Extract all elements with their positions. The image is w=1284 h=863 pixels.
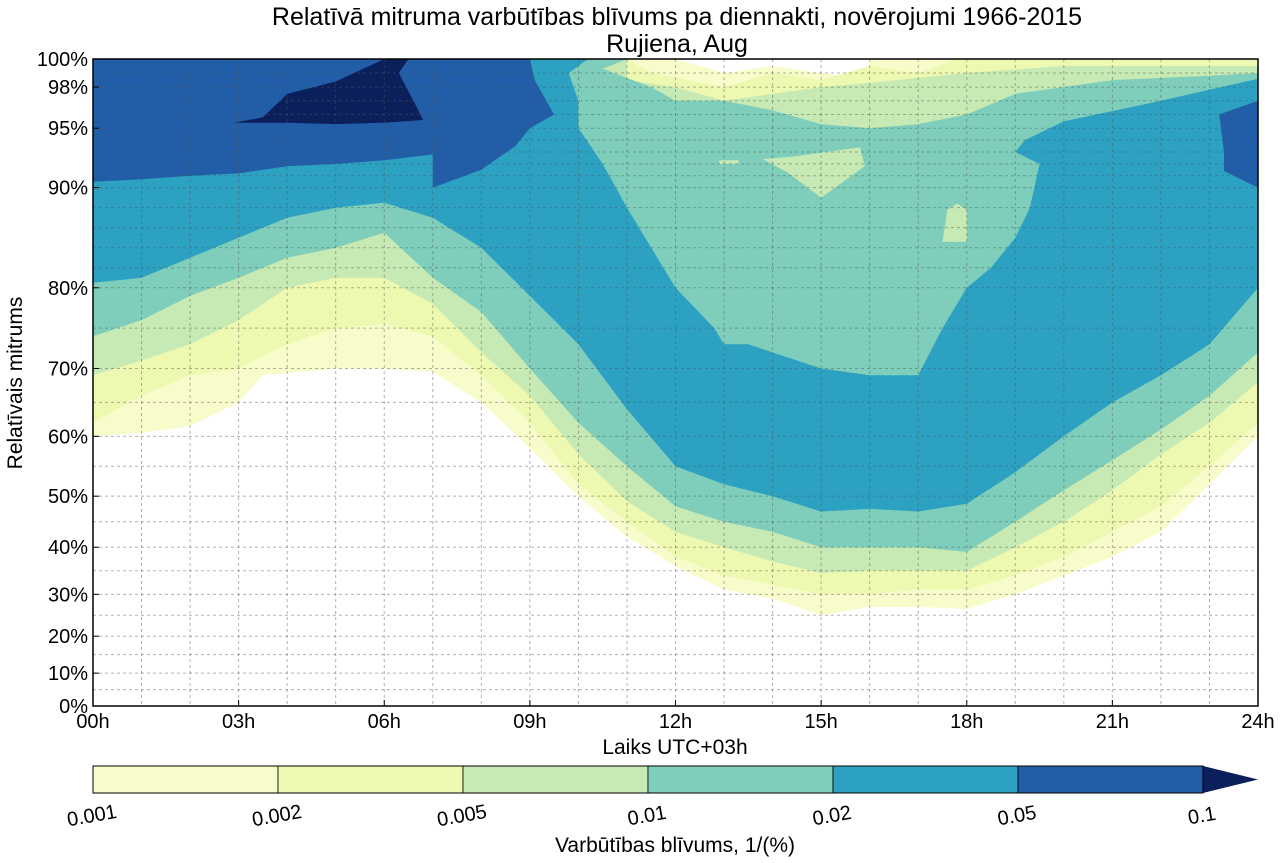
y-tick-label: 10%: [48, 663, 88, 685]
contour-region-level-2: [719, 160, 739, 164]
colorbar-tick-label: 0.1: [1186, 803, 1217, 829]
colorbar-tick-label: 0.001: [65, 801, 118, 831]
colorbar-label: Varbūtības blīvums, 1/(%): [555, 834, 795, 857]
x-axis-label: Laiks UTC+03h: [602, 736, 747, 759]
colorbar-tick-labels: 0.001 0.002 0.005 0.01 0.02 0.05 0.1: [65, 801, 1217, 831]
colorbar-tick-label: 0.05: [996, 802, 1038, 830]
y-tick-label: 70%: [48, 359, 88, 381]
x-tick-labels: 00h 03h 06h 09h 12h 15h 18h 21h 24h: [76, 700, 1275, 733]
x-tick-label: 15h: [804, 711, 837, 733]
x-tick-label: 18h: [950, 711, 983, 733]
x-tick-label: 03h: [222, 711, 255, 733]
y-tick-label: 30%: [48, 584, 88, 606]
y-tick-label: 60%: [48, 426, 88, 448]
chart-subtitle: Rujiena, Aug: [606, 30, 748, 58]
x-tick-label: 06h: [368, 711, 401, 733]
contour-region-level-5: [93, 59, 239, 108]
y-tick-label: 95%: [48, 118, 88, 140]
colorbar-segment: [92, 765, 279, 794]
x-tick-label: 12h: [659, 711, 692, 733]
colorbar-tick-label: 0.005: [435, 801, 488, 831]
grid-lines: [93, 59, 1258, 706]
y-tick-labels: 0% 10% 20% 30% 40% 50% 60% 70% 80% 90% 95% 98% 100%: [37, 49, 99, 718]
colorbar-frame: [92, 765, 1204, 794]
chart-title: Relatīvā mitruma varbūtības blīvums pa d…: [271, 3, 1083, 31]
contour-region-level-6: [233, 59, 424, 125]
contour-regions: [93, 59, 1258, 616]
contour-region-level-2: [762, 147, 865, 198]
contour-region-level-5: [1219, 100, 1258, 188]
contour-region-level-4: [93, 59, 1258, 512]
y-tick-label: 50%: [48, 486, 88, 508]
y-tick-label: 80%: [48, 278, 88, 300]
y-tick-label: 90%: [48, 178, 88, 200]
colorbar-segment: [277, 765, 464, 794]
x-tick-label: 24h: [1241, 711, 1274, 733]
y-tick-label: 20%: [48, 626, 88, 648]
colorbar-segment: [832, 765, 1019, 794]
y-tick-label: 40%: [48, 537, 88, 559]
colorbar: [92, 765, 1258, 794]
colorbar-segment: [462, 765, 649, 794]
colorbar-tick-label: 0.02: [811, 802, 853, 830]
contour-region-level-2: [942, 203, 967, 242]
colorbar-segment: [1017, 765, 1204, 794]
x-tick-label: 00h: [76, 711, 109, 733]
y-tick-label: 100%: [37, 49, 88, 71]
x-tick-label: 09h: [513, 711, 546, 733]
y-tick-label: 0%: [59, 696, 88, 718]
y-axis-label: Relatīvais mitrums: [4, 297, 27, 470]
x-tick-label: 21h: [1096, 711, 1129, 733]
y-tick-label: 98%: [48, 77, 88, 99]
colorbar-segment: [647, 765, 834, 794]
colorbar-extend-arrow: [1203, 766, 1258, 793]
colorbar-tick-label: 0.002: [250, 801, 303, 831]
colorbar-tick-label: 0.01: [626, 802, 668, 830]
